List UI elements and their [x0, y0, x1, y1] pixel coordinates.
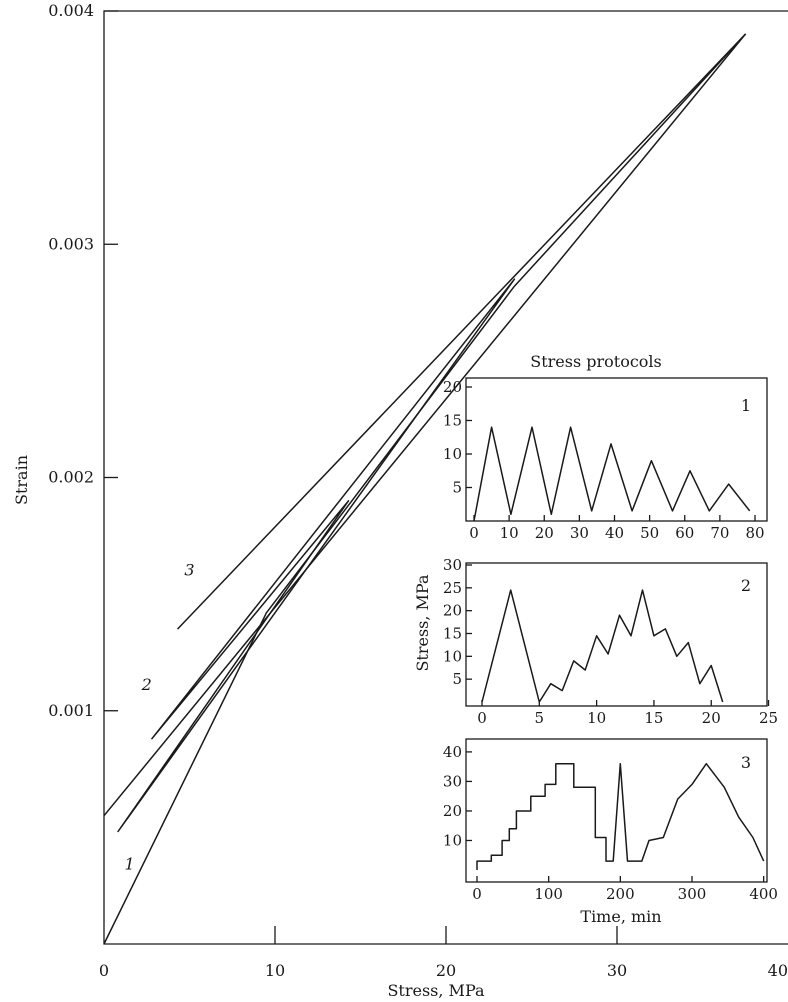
- inset-3-y-tick-label: 40: [443, 743, 462, 761]
- inset-3-x-tick-label: 300: [678, 885, 707, 903]
- inset-2-x-tick-label: 15: [644, 709, 663, 727]
- inset-2-y-tick-label: 20: [443, 602, 462, 620]
- inset-3-x-tick-label: 0: [472, 885, 482, 903]
- inset-1-x-tick-label: 40: [605, 524, 624, 542]
- inset-2-x-tick-label: 10: [587, 709, 606, 727]
- main-y-ticks: 0.001 0.002 0.003 0.004: [48, 1, 118, 720]
- inset-1-y-tick-label: 15: [443, 412, 462, 430]
- inset-3-x-tick-label: 100: [534, 885, 563, 903]
- inset-1-y-tick-label: 5: [452, 479, 462, 497]
- inset-title: Stress protocols: [530, 352, 662, 371]
- inset-2-number: 2: [741, 576, 751, 595]
- inset-1-y-tick-label: 10: [443, 445, 462, 463]
- inset-3-protocol-line: [476, 762, 765, 870]
- main-x-tick-label: 10: [265, 961, 285, 980]
- inset-3-x-tick-label: 400: [749, 885, 778, 903]
- inset-2: 2 Stress, MPa 0 5 10 15 20 25 5 10 15 20 25 30: [413, 556, 778, 727]
- inset-2-y-tick-label: 15: [443, 625, 462, 643]
- inset-2-content: 0 5 10 15 20 25 5 10 15 20 25 30: [443, 556, 778, 727]
- curve-3: [103, 33, 747, 817]
- inset-1-protocol-line: [473, 426, 751, 522]
- main-x-tick-label: 30: [607, 961, 627, 980]
- main-y-axis-label: Strain: [12, 455, 31, 505]
- inset-2-y-axis-label: Stress, MPa: [413, 574, 432, 672]
- inset-3-x-axis-label: Time, min: [580, 907, 661, 926]
- inset-2-x-tick-label: 25: [759, 709, 778, 727]
- inset-3-y-tick-label: 10: [443, 831, 462, 849]
- inset-3: 3 Time, min 0 100 200 300 400 10 20 30 40: [443, 738, 778, 926]
- main-x-ticks: 0 10 20 30 40: [99, 926, 788, 980]
- inset-2-x-tick-label: 20: [702, 709, 721, 727]
- inset-1-x-tick-label: 70: [710, 524, 729, 542]
- main-curves: [103, 33, 747, 945]
- main-y-tick-label: 0.004: [48, 1, 94, 20]
- inset-2-x-tick-label: 0: [477, 709, 487, 727]
- inset-1-x-tick-label: 80: [745, 524, 764, 542]
- inset-1: Stress protocols 1 0 10 20 30 40 50 60 70 80 5 10 1…: [443, 352, 768, 542]
- inset-1-y-tick-label: 20: [443, 378, 462, 396]
- inset-1-x-tick-label: 60: [675, 524, 694, 542]
- inset-1-x-tick-label: 20: [535, 524, 554, 542]
- inset-3-x-tick-label: 200: [606, 885, 635, 903]
- main-x-tick-label: 40: [768, 961, 788, 980]
- main-y-tick-label: 0.003: [48, 234, 94, 253]
- inset-3-y-tick-label: 20: [443, 802, 462, 820]
- inset-1-x-tick-label: 30: [570, 524, 589, 542]
- main-y-tick-label: 0.002: [48, 468, 94, 487]
- inset-2-y-tick-label: 5: [452, 670, 462, 688]
- inset-1-frame: [465, 377, 768, 522]
- main-y-tick-label: 0.001: [48, 701, 94, 720]
- main-x-tick-label: 0: [99, 961, 109, 980]
- inset-2-y-tick-label: 10: [443, 647, 462, 665]
- inset-2-y-tick-label: 30: [443, 556, 462, 574]
- inset-3-number: 3: [741, 753, 751, 772]
- inset-1-x-tick-label: 0: [469, 524, 479, 542]
- inset-3-y-tick-label: 30: [443, 772, 462, 790]
- inset-2-x-tick-label: 5: [535, 709, 545, 727]
- main-x-tick-label: 20: [436, 961, 456, 980]
- main-x-axis-label: Stress, MPa: [387, 981, 485, 1000]
- curve-label-3: 3: [184, 560, 194, 579]
- inset-1-number: 1: [741, 396, 751, 415]
- curve-label-2: 2: [141, 675, 152, 694]
- curve-1: [103, 33, 746, 945]
- inset-1-content: 0 10 20 30 40 50 60 70 80 5 10 15 20: [443, 378, 765, 542]
- inset-2-y-tick-label: 25: [443, 579, 462, 597]
- inset-2-protocol-line: [481, 589, 724, 703]
- inset-2-frame: [465, 562, 768, 707]
- inset-1-x-tick-label: 10: [500, 524, 519, 542]
- curve-labels: 1 2 3: [125, 560, 195, 873]
- inset-3-content: 0 100 200 300 400 10 20 30 40: [443, 743, 778, 903]
- curve-label-1: 1: [125, 854, 135, 873]
- inset-1-x-tick-label: 50: [640, 524, 659, 542]
